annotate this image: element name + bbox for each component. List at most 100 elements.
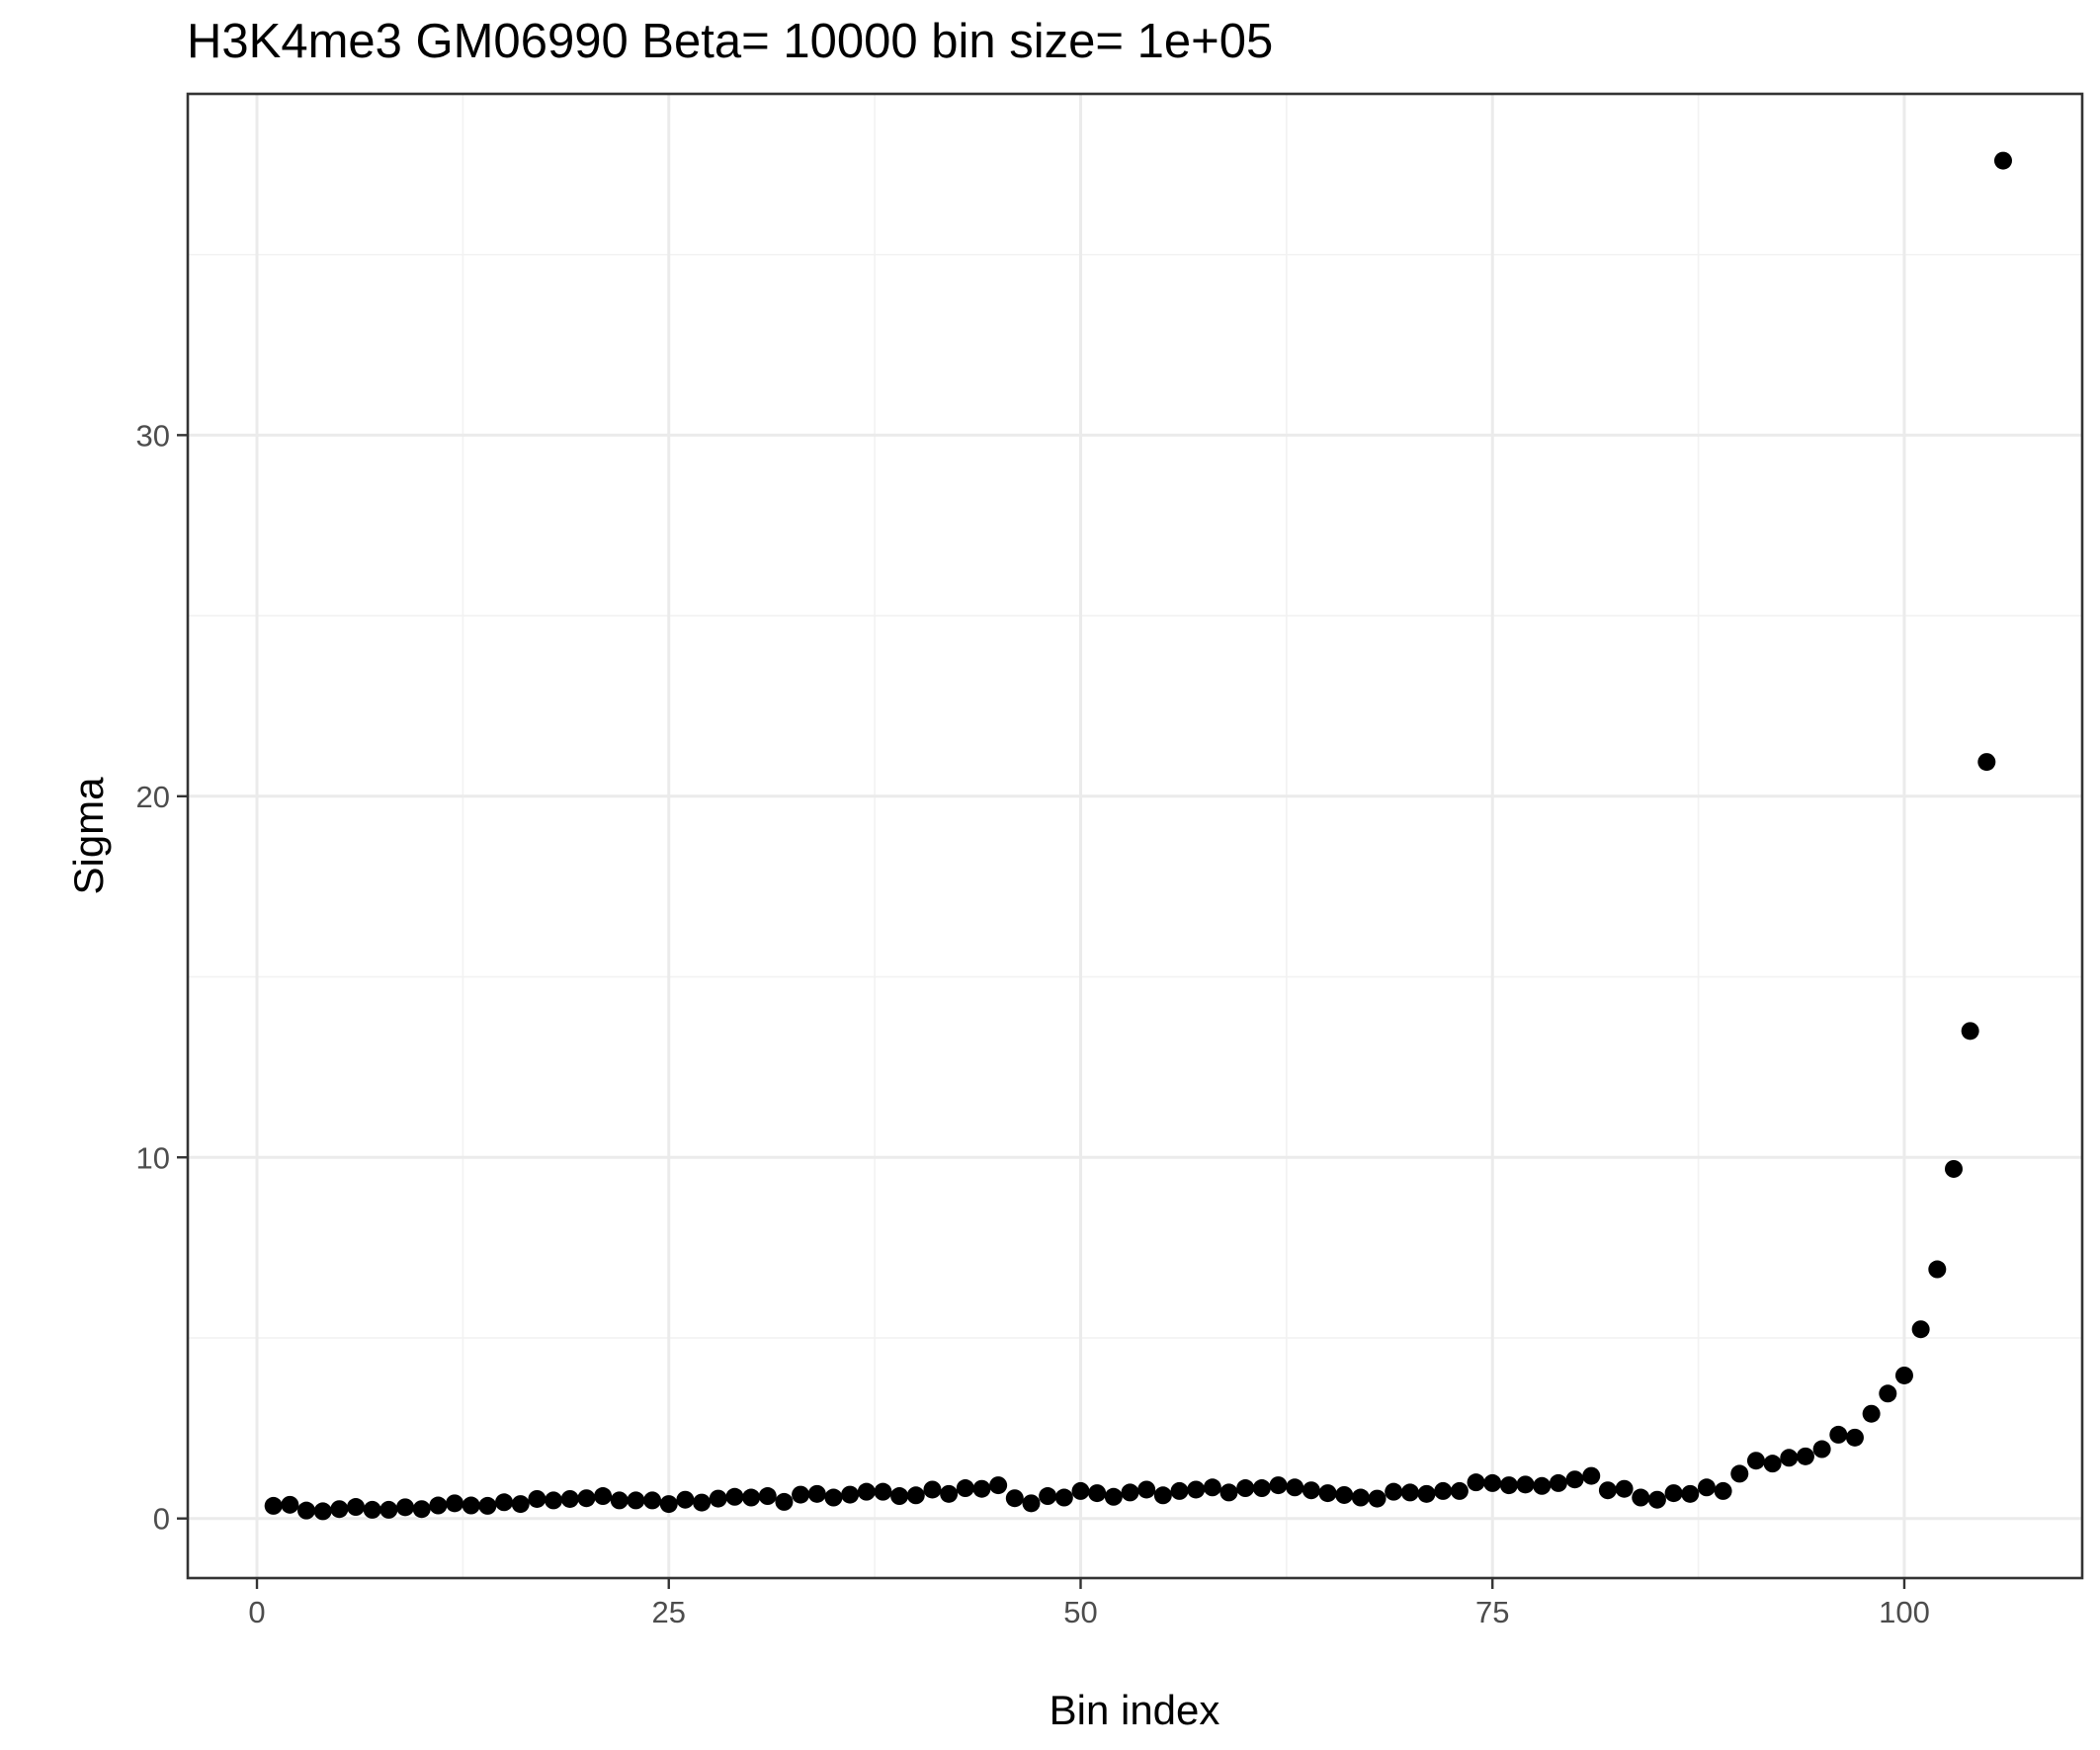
data-point: [363, 1500, 381, 1519]
data-point: [725, 1487, 744, 1506]
data-point: [676, 1490, 695, 1509]
data-point: [297, 1501, 316, 1520]
data-point: [1417, 1484, 1436, 1503]
data-point: [874, 1482, 892, 1501]
y-axis-title: Sigma: [65, 777, 112, 895]
data-point: [396, 1498, 415, 1517]
data-point: [1632, 1488, 1650, 1507]
data-point: [1879, 1384, 1897, 1403]
data-point: [313, 1502, 332, 1521]
x-tick-label: 100: [1879, 1595, 1930, 1629]
data-point: [1335, 1485, 1354, 1504]
data-point: [1533, 1476, 1552, 1495]
data-point: [890, 1487, 909, 1506]
data-point: [1187, 1480, 1206, 1499]
data-point: [1351, 1488, 1370, 1507]
y-tick-label: 20: [136, 780, 170, 814]
data-point: [1615, 1479, 1634, 1498]
data-point: [462, 1496, 480, 1515]
y-tick-label: 30: [136, 418, 170, 453]
data-point: [446, 1494, 464, 1513]
data-point: [577, 1489, 596, 1508]
data-point: [478, 1496, 497, 1515]
data-point: [1977, 753, 1996, 772]
data-point: [1483, 1473, 1502, 1492]
data-point: [1400, 1483, 1419, 1502]
x-tick-label: 25: [652, 1595, 686, 1629]
x-tick-label: 0: [248, 1595, 265, 1629]
data-point: [330, 1500, 349, 1519]
grid: [188, 94, 2082, 1578]
data-point: [495, 1493, 514, 1512]
data-point: [545, 1491, 563, 1510]
data-point: [1845, 1428, 1864, 1447]
data-point: [1286, 1478, 1304, 1497]
data-point: [1894, 1366, 1913, 1384]
y-tick-label: 10: [136, 1140, 170, 1175]
data-point: [742, 1488, 761, 1507]
data-point: [379, 1500, 398, 1519]
data-point: [807, 1484, 826, 1503]
data-point: [1647, 1490, 1666, 1509]
data-point: [1862, 1404, 1881, 1423]
data-point: [989, 1476, 1008, 1495]
data-point: [1993, 151, 2012, 170]
data-point: [1434, 1481, 1453, 1500]
data-point: [264, 1496, 283, 1515]
data-point: [1368, 1489, 1386, 1508]
data-point: [709, 1489, 727, 1508]
data-point: [1714, 1481, 1732, 1500]
data-point: [1170, 1481, 1189, 1500]
data-points: [264, 151, 2012, 1521]
y-tick-label: 0: [153, 1502, 170, 1537]
data-point: [1730, 1464, 1749, 1483]
data-point: [1054, 1488, 1073, 1507]
data-point: [1664, 1484, 1683, 1503]
data-point: [1252, 1479, 1271, 1498]
data-point: [792, 1485, 810, 1504]
data-point: [1565, 1470, 1584, 1489]
data-point: [1039, 1487, 1057, 1506]
data-point: [1944, 1159, 1963, 1178]
data-point: [758, 1487, 777, 1506]
data-point: [841, 1485, 860, 1504]
panel-border: [186, 92, 2084, 1580]
data-point: [1911, 1320, 1930, 1339]
data-point: [923, 1480, 942, 1499]
data-point: [857, 1482, 876, 1501]
data-point: [643, 1491, 662, 1510]
data-point: [906, 1486, 925, 1505]
data-point: [347, 1498, 366, 1517]
data-point: [824, 1488, 843, 1507]
data-point: [594, 1487, 613, 1506]
data-point: [1549, 1473, 1567, 1492]
data-point: [1928, 1260, 1947, 1279]
data-point: [610, 1491, 629, 1510]
data-point: [1318, 1484, 1337, 1503]
data-point: [1088, 1484, 1107, 1503]
data-point: [281, 1495, 299, 1514]
x-axis-title: Bin index: [1050, 1687, 1220, 1733]
data-point: [1104, 1487, 1123, 1506]
data-point: [1516, 1475, 1535, 1494]
data-point: [1153, 1486, 1172, 1505]
x-tick-label: 50: [1063, 1595, 1097, 1629]
data-point: [940, 1484, 959, 1503]
data-point: [1236, 1479, 1255, 1498]
x-tick-label: 75: [1475, 1595, 1509, 1629]
data-point: [1812, 1440, 1831, 1458]
data-point: [412, 1500, 431, 1519]
data-point: [1219, 1483, 1238, 1502]
data-point: [1829, 1425, 1848, 1444]
data-point: [511, 1495, 530, 1514]
data-point: [560, 1489, 579, 1508]
data-point: [528, 1489, 546, 1508]
data-point: [956, 1479, 974, 1498]
chart-title: H3K4me3 GM06990 Beta= 10000 bin size= 1e…: [187, 15, 1273, 68]
data-point: [1467, 1473, 1485, 1492]
data-point: [1450, 1481, 1469, 1500]
data-point: [1681, 1484, 1700, 1503]
data-point: [627, 1491, 645, 1510]
data-point: [1499, 1476, 1518, 1495]
